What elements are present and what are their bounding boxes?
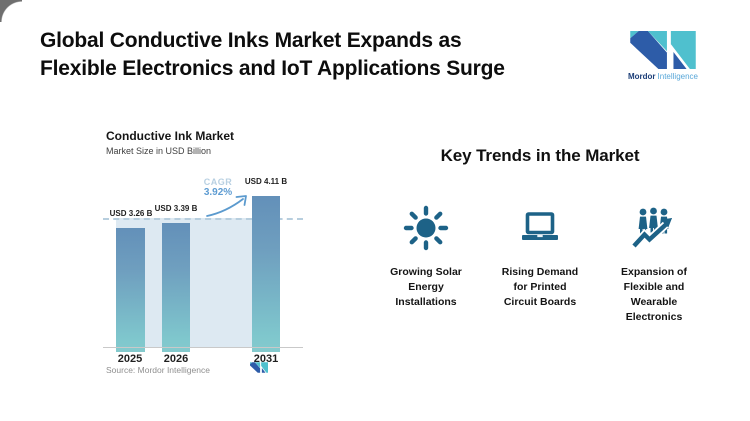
people-growth-icon	[630, 202, 678, 254]
x-tick-2025: 2025	[117, 353, 143, 365]
x-tick-2031: 2031	[253, 353, 279, 365]
chart-subtitle: Market Size in USD Billion	[106, 146, 212, 156]
dashed-reference-line	[103, 218, 303, 220]
bar-2031	[252, 196, 280, 352]
trend-label: Rising Demand for Printed Circuit Boards	[501, 266, 579, 308]
bar-value-label-2026: USD 3.39 B	[154, 204, 198, 213]
bar-2025	[116, 228, 145, 352]
mordor-intelligence-logo: Mordor Intelligence	[615, 31, 711, 81]
cagr-label: CAGR	[203, 177, 233, 187]
trend-label: Expansion of Flexible and Wearable Elect…	[621, 266, 687, 323]
bar-value-label-2025: USD 3.26 B	[109, 209, 153, 218]
key-trends-heading: Key Trends in the Market	[440, 146, 640, 165]
x-axis-line	[103, 347, 303, 348]
cagr-annotation: CAGR 3.92%	[188, 177, 248, 198]
bar-2026	[162, 223, 190, 352]
logo-wordmark-bold: Mordor	[627, 72, 656, 81]
chart-title: Conductive Ink Market	[106, 129, 235, 143]
source-attribution: Source: Mordor Intelligence	[106, 365, 210, 375]
x-tick-2026: 2026	[163, 353, 189, 365]
trend-wearable-electronics: Expansion of Flexible and Wearable Elect…	[597, 202, 711, 325]
mordor-logo-mark	[630, 31, 696, 69]
laptop-icon	[516, 202, 564, 254]
cagr-value: 3.92%	[203, 187, 233, 198]
logo-wordmark-light: Intelligence	[657, 72, 699, 81]
mordor-logo-mark-small	[250, 362, 268, 373]
key-trends-list: Growing Solar Energy Installations Risin…	[369, 202, 711, 325]
logo-wordmark: Mordor Intelligence	[615, 72, 711, 81]
trend-solar-energy: Growing Solar Energy Installations	[369, 202, 483, 325]
conductive-ink-market-chart: Conductive Ink Market Market Size in USD…	[100, 125, 310, 395]
bar-value-label-2031: USD 4.11 B	[244, 177, 288, 186]
page-title: Global Conductive Inks Market Expands as…	[40, 29, 505, 80]
growth-arrow-icon	[206, 195, 247, 217]
trend-label: Growing Solar Energy Installations	[390, 266, 462, 308]
trend-printed-circuit-boards: Rising Demand for Printed Circuit Boards	[483, 202, 597, 325]
rounded-corner-artifact	[0, 0, 22, 22]
sun-icon	[402, 202, 450, 254]
